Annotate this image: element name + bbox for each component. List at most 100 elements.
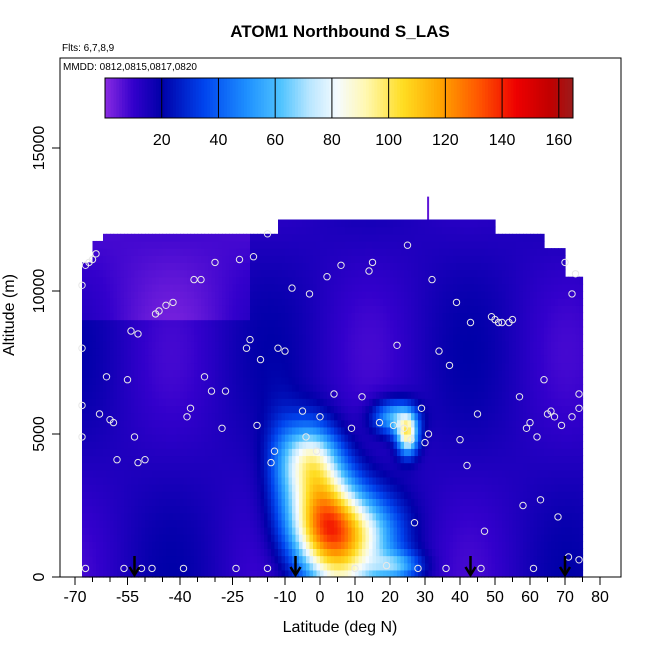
heatmap-cell xyxy=(162,505,167,514)
heatmap-cell xyxy=(183,462,188,471)
heatmap-cell xyxy=(383,398,388,406)
heatmap-cell xyxy=(341,526,346,535)
heatmap-cell xyxy=(246,562,251,571)
heatmap-cell xyxy=(330,519,335,528)
heatmap-cell xyxy=(376,412,381,421)
heatmap-cell xyxy=(327,333,332,342)
heatmap-cell xyxy=(274,405,279,414)
heatmap-cell xyxy=(435,283,440,292)
heatmap-cell xyxy=(166,262,171,271)
heatmap-cell xyxy=(285,312,290,321)
heatmap-cell xyxy=(432,233,437,242)
heatmap-cell xyxy=(267,248,272,256)
heatmap-cell xyxy=(103,541,108,549)
heatmap-cell xyxy=(302,569,307,578)
heatmap-cell xyxy=(435,326,440,335)
heatmap-cell xyxy=(243,262,248,271)
heatmap-cell xyxy=(225,548,230,557)
heatmap-cell xyxy=(348,512,353,521)
heatmap-cell xyxy=(365,419,370,428)
heatmap-cell xyxy=(110,505,115,514)
heatmap-cell xyxy=(89,355,94,364)
heatmap-cell xyxy=(337,319,342,328)
heatmap-cell xyxy=(218,398,223,406)
heatmap-cell xyxy=(197,398,202,406)
heatmap-cell xyxy=(190,505,195,514)
heatmap-cell xyxy=(127,505,132,514)
heatmap-cell xyxy=(225,519,230,528)
heatmap-cell xyxy=(162,419,167,428)
heatmap-cell xyxy=(187,469,192,478)
heatmap-cell xyxy=(372,426,377,435)
heatmap-cell xyxy=(124,248,129,256)
heatmap-cell xyxy=(425,434,430,442)
heatmap-cell xyxy=(141,376,146,385)
heatmap-cell xyxy=(211,398,216,406)
heatmap-cell xyxy=(400,376,405,385)
heatmap-cell xyxy=(124,312,129,321)
heatmap-cell xyxy=(187,455,192,464)
heatmap-cell xyxy=(85,355,90,364)
heatmap-cell xyxy=(82,562,87,571)
heatmap-cell xyxy=(169,369,174,378)
heatmap-cell xyxy=(355,226,360,235)
heatmap-cell xyxy=(425,548,430,557)
heatmap-cell xyxy=(96,319,101,328)
heatmap-cell xyxy=(432,405,437,414)
heatmap-cell xyxy=(365,333,370,342)
heatmap-cell xyxy=(152,276,157,285)
heatmap-cell xyxy=(267,276,272,285)
heatmap-cell xyxy=(131,448,136,457)
heatmap-cell xyxy=(365,255,370,263)
heatmap-cell xyxy=(187,333,192,342)
heatmap-cell xyxy=(411,455,416,464)
heatmap-cell xyxy=(390,555,395,564)
heatmap-cell xyxy=(281,548,286,557)
heatmap-cell xyxy=(166,541,171,549)
heatmap-cell xyxy=(201,248,206,256)
heatmap-cell xyxy=(383,455,388,464)
heatmap-cell xyxy=(106,569,111,578)
heatmap-cell xyxy=(176,305,181,314)
heatmap-cell xyxy=(313,484,318,492)
heatmap-cell xyxy=(428,534,433,542)
heatmap-cell xyxy=(183,512,188,521)
heatmap-cell xyxy=(274,240,279,249)
heatmap-cell xyxy=(264,391,269,399)
heatmap-cell xyxy=(141,441,146,449)
heatmap-cell xyxy=(309,491,314,499)
heatmap-cell xyxy=(113,248,118,256)
heatmap-cell xyxy=(292,476,297,485)
heatmap-cell xyxy=(271,491,276,499)
heatmap-cell xyxy=(138,305,143,314)
heatmap-cell xyxy=(379,383,384,392)
heatmap-cell xyxy=(327,312,332,321)
heatmap-cell xyxy=(229,476,234,485)
heatmap-cell xyxy=(113,348,118,356)
heatmap-cell xyxy=(379,240,384,249)
heatmap-cell xyxy=(400,283,405,292)
heatmap-cell xyxy=(96,398,101,406)
heatmap-cell xyxy=(323,476,328,485)
heatmap-cell xyxy=(404,262,409,271)
heatmap-cell xyxy=(383,326,388,335)
heatmap-cell xyxy=(250,291,255,299)
heatmap-cell xyxy=(400,312,405,321)
heatmap-cell xyxy=(201,484,206,492)
heatmap-cell xyxy=(400,498,405,507)
heatmap-cell xyxy=(379,298,384,306)
heatmap-cell xyxy=(404,526,409,535)
heatmap-cell xyxy=(180,534,185,542)
heatmap-cell xyxy=(260,348,265,356)
heatmap-cell xyxy=(309,426,314,435)
heatmap-cell xyxy=(292,269,297,278)
heatmap-cell xyxy=(138,383,143,392)
heatmap-cell xyxy=(341,262,346,271)
heatmap-cell xyxy=(253,405,258,414)
heatmap-cell xyxy=(106,269,111,278)
heatmap-cell xyxy=(309,412,314,421)
heatmap-cell xyxy=(295,362,300,371)
heatmap-cell xyxy=(365,355,370,364)
heatmap-cell xyxy=(369,291,374,299)
heatmap-cell xyxy=(159,326,164,335)
